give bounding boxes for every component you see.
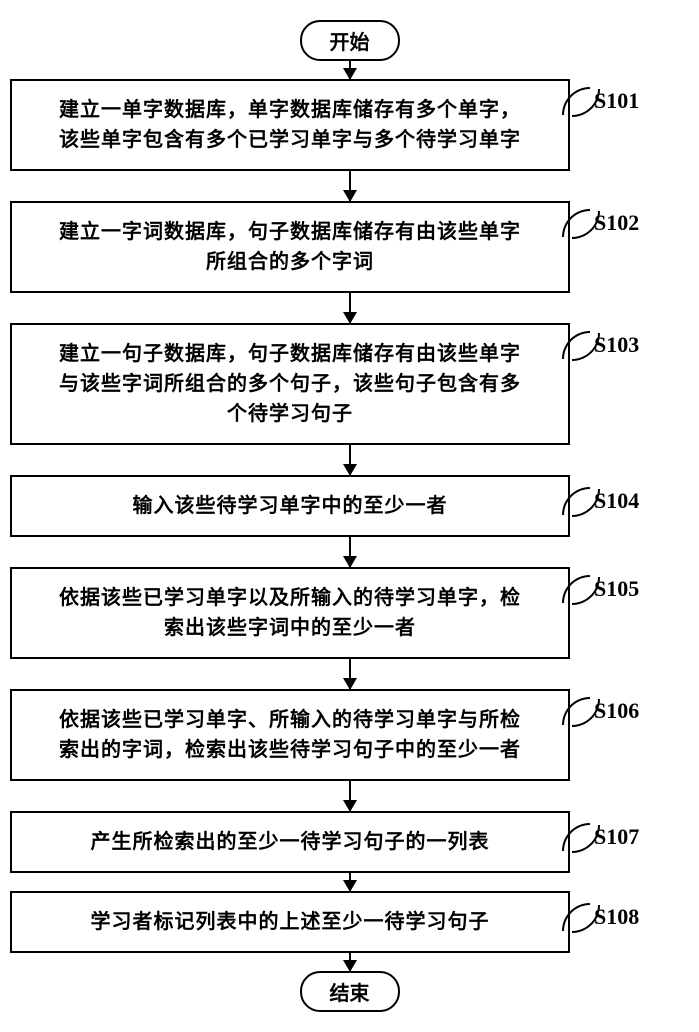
process-box: 学习者标记列表中的上述至少一待学习句子 <box>10 891 570 953</box>
flowchart-container: 开始 建立一单字数据库，单字数据库储存有多个单字，该些单字包含有多个已学习单字与… <box>10 20 689 1012</box>
step-id: S106 <box>594 698 639 724</box>
step-s105: 依据该些已学习单字以及所输入的待学习单字，检索出该些字词中的至少一者 S105 <box>10 567 689 659</box>
step-id: S105 <box>594 576 639 602</box>
curve-connector <box>566 573 594 605</box>
curve-connector <box>566 329 594 361</box>
process-box: 输入该些待学习单字中的至少一者 <box>10 475 570 537</box>
arrow <box>349 171 351 201</box>
step-label: S101 <box>566 85 639 117</box>
step-id: S103 <box>594 332 639 358</box>
step-label: S107 <box>566 821 639 853</box>
curve-connector <box>566 695 594 727</box>
curve-connector <box>566 901 594 933</box>
step-id: S101 <box>594 88 639 114</box>
step-s102: 建立一字词数据库，句子数据库储存有由该些单字所组合的多个字词 S102 <box>10 201 689 293</box>
arrow <box>349 61 351 79</box>
process-box: 建立一单字数据库，单字数据库储存有多个单字，该些单字包含有多个已学习单字与多个待… <box>10 79 570 171</box>
arrow <box>349 659 351 689</box>
step-id: S102 <box>594 210 639 236</box>
arrow <box>349 873 351 891</box>
arrow <box>349 537 351 567</box>
step-s101: 建立一单字数据库，单字数据库储存有多个单字，该些单字包含有多个已学习单字与多个待… <box>10 79 689 171</box>
process-box: 产生所检索出的至少一待学习句子的一列表 <box>10 811 570 873</box>
step-label: S106 <box>566 695 639 727</box>
step-id: S104 <box>594 488 639 514</box>
process-box: 建立一句子数据库，句子数据库储存有由该些单字与该些字词所组合的多个句子，该些句子… <box>10 323 570 445</box>
curve-connector <box>566 85 594 117</box>
step-label: S104 <box>566 485 639 517</box>
process-box: 依据该些已学习单字、所输入的待学习单字与所检索出的字词，检索出该些待学习句子中的… <box>10 689 570 781</box>
process-box: 建立一字词数据库，句子数据库储存有由该些单字所组合的多个字词 <box>10 201 570 293</box>
curve-connector <box>566 821 594 853</box>
step-s106: 依据该些已学习单字、所输入的待学习单字与所检索出的字词，检索出该些待学习句子中的… <box>10 689 689 781</box>
arrow <box>349 781 351 811</box>
step-label: S108 <box>566 901 639 933</box>
step-s104: 输入该些待学习单字中的至少一者 S104 <box>10 475 689 537</box>
process-box: 依据该些已学习单字以及所输入的待学习单字，检索出该些字词中的至少一者 <box>10 567 570 659</box>
step-id: S107 <box>594 824 639 850</box>
terminator-start: 开始 <box>300 20 400 61</box>
terminator-end: 结束 <box>300 971 400 1012</box>
step-s107: 产生所检索出的至少一待学习句子的一列表 S107 <box>10 811 689 873</box>
arrow <box>349 293 351 323</box>
arrow <box>349 445 351 475</box>
step-label: S105 <box>566 573 639 605</box>
step-s108: 学习者标记列表中的上述至少一待学习句子 S108 <box>10 891 689 953</box>
arrow <box>349 953 351 971</box>
curve-connector <box>566 207 594 239</box>
step-label: S102 <box>566 207 639 239</box>
step-s103: 建立一句子数据库，句子数据库储存有由该些单字与该些字词所组合的多个句子，该些句子… <box>10 323 689 445</box>
step-id: S108 <box>594 904 639 930</box>
curve-connector <box>566 485 594 517</box>
step-label: S103 <box>566 329 639 361</box>
